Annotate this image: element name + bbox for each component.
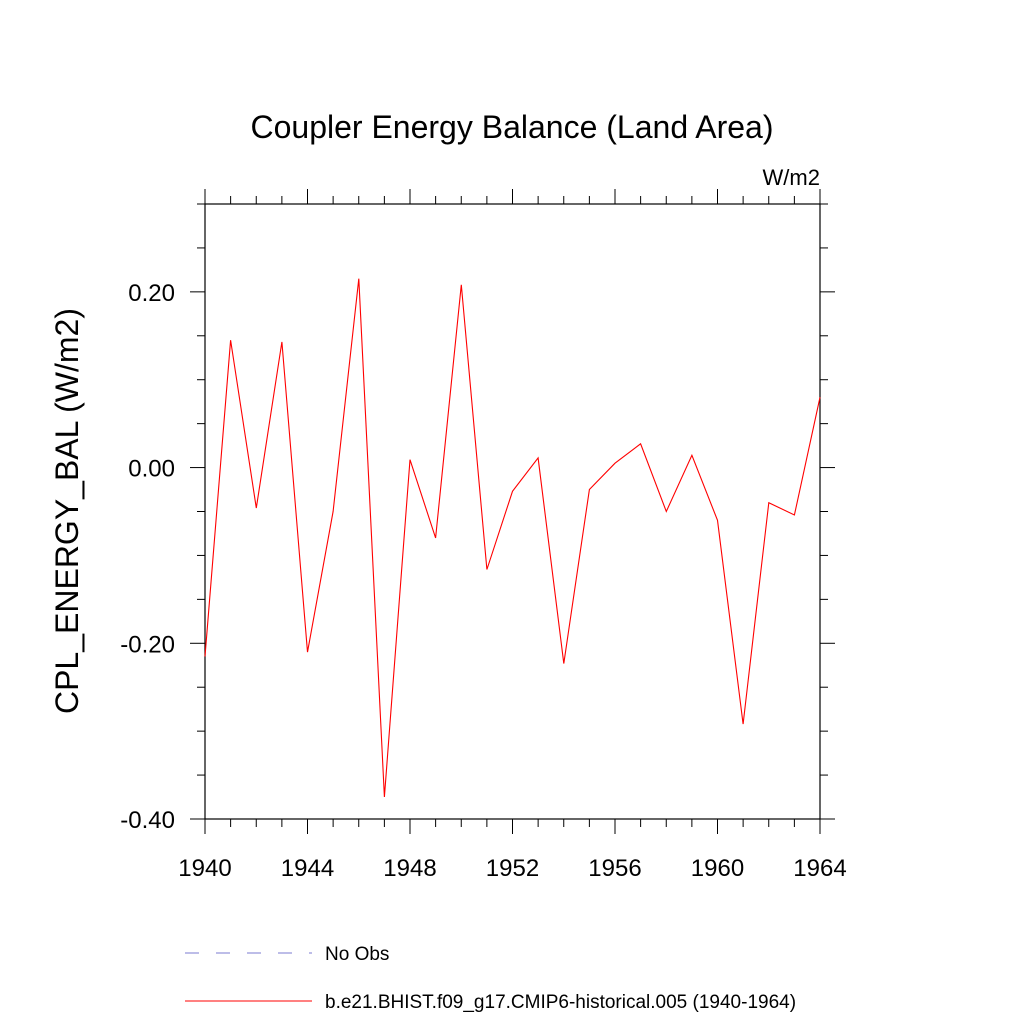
y-tick-label: -0.20: [120, 631, 175, 658]
axis-ticks: [190, 189, 835, 834]
series-line-1: [204, 278, 821, 798]
x-tick-label: 1964: [793, 855, 846, 882]
x-tick-label: 1948: [383, 855, 436, 882]
y-axis-label: CPL_ENERGY_BAL (W/m2): [49, 308, 85, 714]
legend-label-0: No Obs: [325, 944, 389, 965]
legend: No Obs b.e21.BHIST.f09_g17.CMIP6-historic…: [185, 944, 796, 1013]
units-label: W/m2: [763, 165, 820, 190]
series-layer: [204, 278, 821, 798]
x-tick-label: 1944: [281, 855, 334, 882]
y-tick-label: 0.00: [128, 456, 175, 483]
y-tick-label: 0.20: [128, 280, 175, 307]
legend-label-1: b.e21.BHIST.f09_g17.CMIP6-historical.005…: [325, 992, 796, 1013]
chart-title: Coupler Energy Balance (Land Area): [251, 109, 774, 145]
axis-tick-labels: 1940 1944 1948 1952 1956 1960 1964 -0.40 -0.20 0.…: [120, 280, 846, 882]
x-tick-label: 1940: [178, 855, 231, 882]
plot-frame: [204, 203, 821, 820]
x-tick-label: 1960: [691, 855, 744, 882]
x-tick-label: 1956: [588, 855, 641, 882]
y-tick-label: -0.40: [120, 807, 175, 834]
x-tick-label: 1952: [486, 855, 539, 882]
